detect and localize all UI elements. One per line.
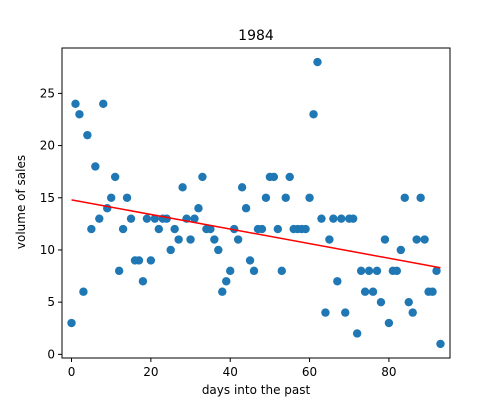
y-tick-label: 0 [47,347,55,361]
data-point [206,224,215,234]
data-point [376,297,386,307]
data-point [166,245,175,255]
data-point [400,193,409,202]
data-point [226,266,235,276]
data-point [110,172,120,182]
data-point [257,224,267,234]
data-point [372,266,382,276]
data-point [186,235,195,244]
data-point [154,224,163,234]
data-point [384,318,394,328]
data-point [325,235,334,244]
data-point [301,224,310,234]
data-point [364,266,374,276]
y-tick-label: 10 [40,243,55,257]
x-tick-label: 0 [68,365,76,379]
data-point [341,308,350,317]
data-point [249,266,259,276]
data-point [281,193,290,202]
data-point [436,339,445,349]
data-point [273,224,283,234]
y-tick-label: 20 [40,139,55,153]
y-tick-label: 5 [47,295,55,309]
data-point [174,235,183,244]
data-point [285,172,294,182]
x-tick-label: 60 [302,365,317,379]
data-point [368,287,378,296]
data-point [190,214,199,223]
data-point [91,162,100,171]
data-point [333,277,342,286]
x-tick-label: 80 [381,365,396,379]
data-point [241,204,251,213]
data-point [396,245,406,255]
data-point [99,99,108,109]
y-tick-label: 25 [40,86,55,100]
data-point [352,329,362,338]
data-point [218,287,227,296]
data-point [142,214,152,223]
data-point [83,130,92,140]
data-point [277,266,286,276]
data-point [134,256,144,265]
data-point [114,266,124,276]
data-point [79,287,88,296]
data-point [356,266,366,276]
data-point [150,214,160,223]
y-axis-label: volume of sales [14,155,28,249]
data-point [194,204,203,213]
x-axis-label: days into the past [202,383,311,397]
data-point [337,214,346,223]
data-point [214,245,223,255]
data-point [404,297,413,307]
data-point [138,277,148,286]
data-point [71,99,80,109]
data-point [329,214,338,223]
data-point [222,277,231,286]
data-point [210,235,219,244]
data-point [95,214,104,223]
data-point [313,57,322,67]
data-point [321,308,330,317]
data-point [237,183,247,192]
data-point [360,287,370,296]
data-point [380,235,390,244]
trend-line [71,199,441,269]
data-point [233,235,243,244]
data-point [317,214,326,223]
data-point [198,172,207,182]
chart-title: 1984 [238,28,274,44]
x-tick-label: 40 [223,365,238,379]
data-point [428,287,437,296]
data-point [261,193,271,202]
y-tick-label: 15 [40,191,55,205]
data-point [408,308,417,317]
data-point [146,256,156,265]
data-point [67,318,76,328]
data-point [309,110,318,119]
data-point [269,172,279,182]
data-point [122,193,132,202]
data-point [126,214,136,223]
data-point [87,224,96,234]
axis-ticks: 0 20 40 60 80 0 5 10 15 20 25 [40,86,397,379]
data-point [392,266,402,276]
data-point [106,193,116,202]
data-point [420,235,429,244]
data-point [416,193,425,202]
plot-frame [61,47,451,359]
data-point [178,183,187,192]
data-point [349,214,358,223]
x-tick-label: 20 [143,365,158,379]
data-point [75,110,84,119]
plot-area [67,57,445,349]
data-point [245,256,255,265]
data-point [432,266,441,276]
data-point [170,224,179,234]
data-point [305,193,314,202]
data-point [118,224,128,234]
data-point [412,235,421,244]
